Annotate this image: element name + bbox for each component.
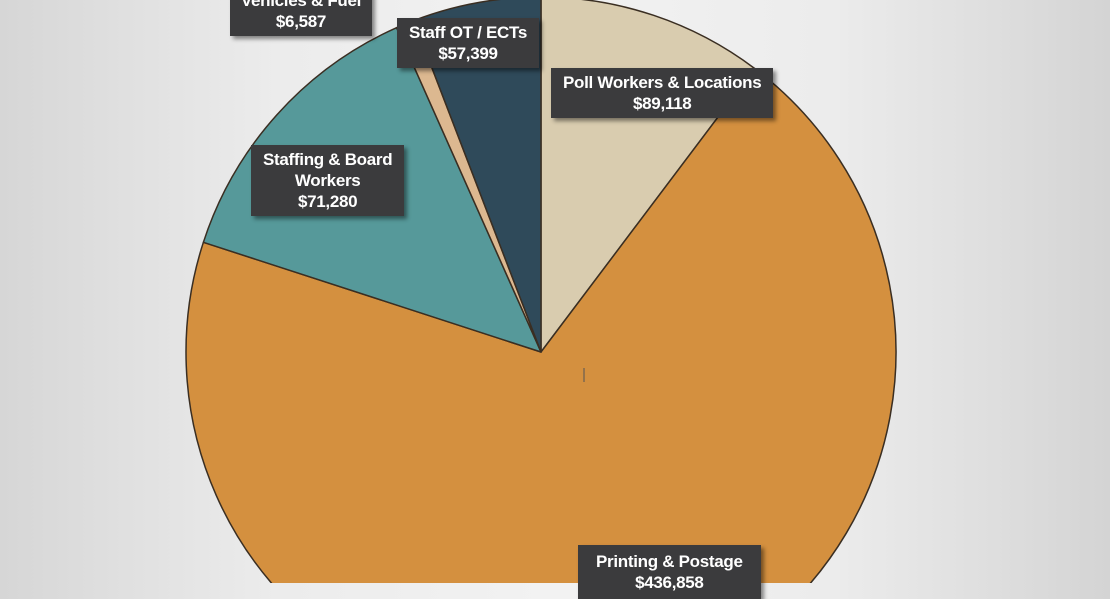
label-staffing-name-1: Staffing & Board xyxy=(263,150,393,169)
label-staffing-board-workers: Staffing & Board Workers $71,280 xyxy=(251,145,405,216)
label-printing-postage: Printing & Postage $436,858 xyxy=(578,545,761,599)
label-vehicles-value: $6,587 xyxy=(275,12,327,31)
pie-slices xyxy=(185,0,897,583)
label-staffing-value: $71,280 xyxy=(297,192,358,211)
label-printing-name: Printing & Postage xyxy=(596,552,743,571)
label-staff-ot-value: $57,399 xyxy=(438,44,498,63)
label-staff-ot-ects: Staff OT / ECTs $57,399 xyxy=(397,18,539,68)
label-staffing-name-2: Workers xyxy=(294,171,361,190)
label-poll-workers-name: Poll Workers & Locations xyxy=(563,73,762,92)
pie-slice-printing-postage xyxy=(185,67,897,583)
label-poll-workers-value: $89,118 xyxy=(633,94,692,113)
label-poll-workers-locations: Poll Workers & Locations $89,118 xyxy=(551,68,774,118)
label-staff-ot-name: Staff OT / ECTs xyxy=(409,23,527,42)
label-vehicles-name: Vehicles & Fuel xyxy=(240,0,362,10)
label-vehicles-fuel: Vehicles & Fuel $6,587 xyxy=(230,0,372,36)
